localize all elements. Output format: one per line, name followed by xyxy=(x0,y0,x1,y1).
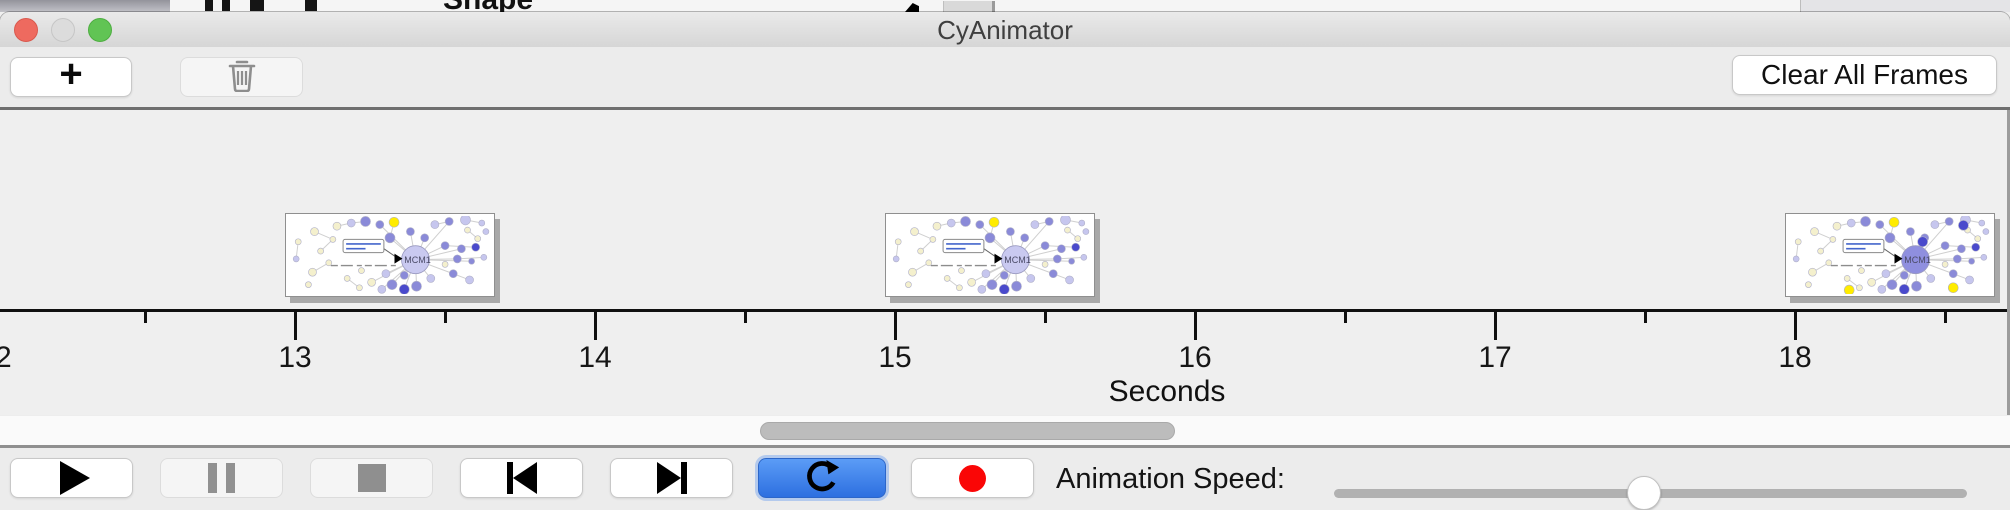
clear-all-frames-label: Clear All Frames xyxy=(1761,59,1968,90)
ruler-tick-label: 18 xyxy=(1778,341,1812,374)
timeline-scrollbar-thumb[interactable] xyxy=(760,422,1175,440)
ruler-tick-label: 17 xyxy=(1478,341,1512,374)
animation-speed-label: Animation Speed: xyxy=(1056,463,1285,495)
window-title: CyAnimator xyxy=(937,15,1073,45)
ruler-major-tick xyxy=(594,309,597,340)
svg-text:MCM1: MCM1 xyxy=(1904,255,1931,265)
ruler-unit-label: Seconds xyxy=(1108,375,1226,408)
clear-all-frames-button[interactable]: Clear All Frames xyxy=(1732,55,1997,95)
timeline-scrollbar-track[interactable] xyxy=(0,415,2010,446)
panel-edge xyxy=(2007,110,2010,415)
skip-to-end-button[interactable] xyxy=(610,458,733,498)
close-button[interactable] xyxy=(14,18,38,42)
record-button[interactable] xyxy=(911,458,1034,498)
ruler-minor-tick xyxy=(1644,309,1647,323)
pause-icon xyxy=(208,463,235,493)
svg-text:MCM1: MCM1 xyxy=(404,255,431,265)
zoom-button[interactable] xyxy=(88,18,112,42)
ruler-major-tick xyxy=(1794,309,1797,340)
ruler-major-tick xyxy=(294,309,297,340)
record-icon xyxy=(959,464,986,492)
timeline-panel[interactable]: MCM1 MCM1 MCM1 12 13 14 15 16 17 18 Seconds xyxy=(0,110,2010,415)
ruler-tick-label: 13 xyxy=(278,341,312,374)
ruler-minor-tick xyxy=(144,309,147,323)
minimize-button[interactable] xyxy=(51,18,75,42)
controlbar-divider xyxy=(0,445,2010,448)
loop-button[interactable] xyxy=(758,458,886,498)
background-glyph-fragment xyxy=(222,0,230,11)
ruler-tick-label: 16 xyxy=(1178,341,1212,374)
animation-speed-slider-thumb[interactable] xyxy=(1627,476,1662,510)
ruler-major-tick xyxy=(1494,309,1497,340)
skip-to-start-button[interactable] xyxy=(460,458,583,498)
add-frame-button[interactable]: + xyxy=(10,52,132,97)
background-glyph-fragment xyxy=(905,3,919,12)
background-toolbar-fragment xyxy=(0,0,170,12)
background-box-fragment xyxy=(943,1,995,12)
toolbar-divider xyxy=(0,107,2010,110)
ruler-minor-tick xyxy=(744,309,747,323)
background-glyph-fragment xyxy=(205,0,213,11)
ruler-minor-tick xyxy=(444,309,447,323)
background-glyph-fragment xyxy=(305,0,317,11)
cyanimator-window: CyAnimator + Clear All Frames MCM1 MCM1 MC… xyxy=(0,12,2010,510)
skip-to-start-icon xyxy=(506,462,537,494)
titlebar[interactable]: CyAnimator xyxy=(0,12,2010,48)
ruler-major-tick xyxy=(894,309,897,340)
frame-thumbnail[interactable]: MCM1 xyxy=(285,213,495,297)
ruler-major-tick xyxy=(1194,309,1197,340)
background-glyph-fragment xyxy=(250,0,264,11)
ruler-minor-tick xyxy=(1044,309,1047,323)
ruler-tick-label: 14 xyxy=(578,341,612,374)
ruler-tick-label: 12 xyxy=(0,341,12,374)
background-panel-fragment xyxy=(1800,0,2010,12)
svg-text:MCM1: MCM1 xyxy=(1004,255,1031,265)
plus-icon: + xyxy=(59,51,83,96)
play-icon xyxy=(59,461,90,495)
toolbar: + Clear All Frames xyxy=(0,47,2010,107)
ruler-tick-label: 15 xyxy=(878,341,912,374)
pause-button[interactable] xyxy=(160,458,283,498)
loop-icon xyxy=(804,458,840,499)
ruler-baseline xyxy=(0,309,2010,312)
stop-icon xyxy=(357,464,386,492)
ruler-minor-tick xyxy=(1944,309,1947,323)
skip-to-end-icon xyxy=(656,462,687,494)
stop-button[interactable] xyxy=(310,458,433,498)
frame-thumbnail[interactable]: MCM1 xyxy=(1785,213,1995,297)
background-app-strip: Shape xyxy=(0,0,2010,16)
trash-icon xyxy=(227,58,257,97)
delete-frame-button[interactable] xyxy=(180,57,303,97)
playback-controlbar: Animation Speed: xyxy=(0,448,2010,510)
frame-thumbnail[interactable]: MCM1 xyxy=(885,213,1095,297)
play-button[interactable] xyxy=(10,458,133,498)
ruler-minor-tick xyxy=(1344,309,1347,323)
